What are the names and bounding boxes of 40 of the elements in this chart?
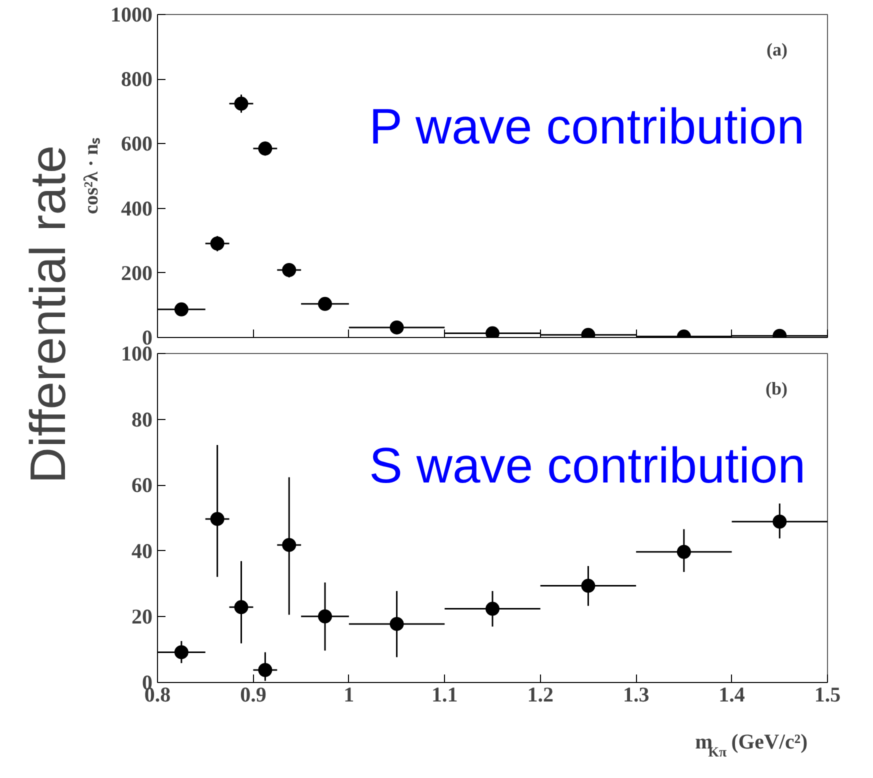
annotation: (b) (766, 378, 788, 398)
point (258, 142, 272, 156)
x-tick-label: 1.2 (527, 682, 554, 706)
x-tick-label: 1 (344, 682, 354, 706)
point (174, 302, 188, 316)
point (210, 512, 224, 526)
x-tick-label: 0.9 (240, 682, 266, 706)
point (234, 600, 248, 614)
y-tick-label: 600 (121, 132, 152, 156)
point (174, 645, 188, 660)
y-tick-label: 400 (121, 196, 152, 220)
point (282, 263, 296, 277)
annotation: (a) (766, 40, 788, 60)
y-tick-label: 40 (132, 538, 152, 563)
point (676, 544, 691, 559)
point (390, 616, 404, 631)
y-tick-label: 60 (132, 473, 152, 498)
text: Differential rate (20, 145, 76, 484)
point (258, 663, 272, 677)
annotation: P wave contribution (369, 98, 805, 154)
x-tick-label: 1.4 (718, 682, 746, 706)
y-tick-label: 800 (121, 67, 152, 92)
annotation: S wave contribution (369, 438, 806, 494)
x-tick-label: 1.3 (622, 682, 650, 706)
point (210, 236, 224, 250)
point (318, 609, 332, 624)
point (772, 514, 787, 529)
point (486, 602, 500, 616)
point (390, 320, 404, 334)
y-tick-label: 80 (132, 407, 152, 432)
x-tick-label: 1.5 (814, 682, 841, 706)
y-tick-label: 1000 (110, 2, 152, 26)
point (581, 578, 596, 593)
point (318, 296, 332, 311)
y-tick-label: 20 (132, 604, 152, 629)
y-axis-title: cos²λ · nₛ (80, 136, 102, 214)
y-tick-label: 200 (121, 260, 152, 285)
point (234, 96, 248, 111)
point (282, 538, 296, 552)
x-tick-label: 1.1 (432, 682, 458, 706)
